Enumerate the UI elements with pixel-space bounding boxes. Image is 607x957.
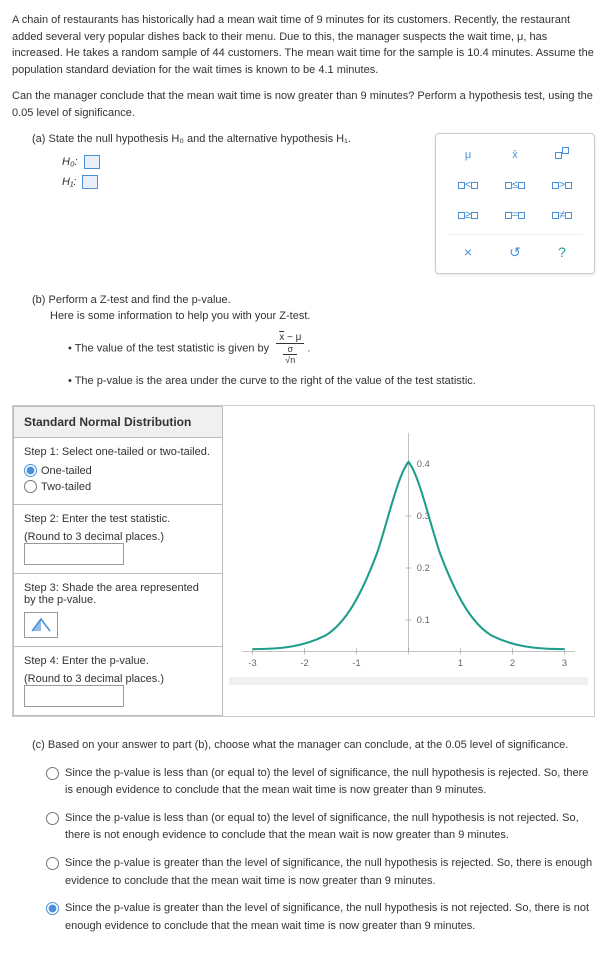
opt2-radio[interactable] (46, 812, 59, 825)
problem-statement: A chain of restaurants has historically … (12, 12, 595, 78)
svg-text:-1: -1 (352, 658, 360, 668)
bullet-2: • The p-value is the area under the curv… (68, 375, 595, 387)
part-b-sub: Here is some information to help you wit… (50, 310, 595, 322)
panel-title: Standard Normal Distribution (14, 407, 222, 438)
bullet-1: • The value of the test statistic is giv… (68, 342, 269, 354)
opt4-radio[interactable] (46, 902, 59, 915)
sym-square-sup[interactable] (542, 144, 582, 166)
pvalue-input[interactable] (24, 685, 124, 707)
undo-button[interactable]: ↺ (495, 241, 535, 263)
svg-text:3: 3 (562, 658, 567, 668)
opt1-text: Since the p-value is less than (or equal… (65, 765, 595, 800)
part-a-prompt: (a) State the null hypothesis H₀ and the… (32, 133, 435, 145)
one-tailed-label: One-tailed (41, 465, 92, 477)
opt1-radio[interactable] (46, 767, 59, 780)
svg-text:0.2: 0.2 (417, 563, 430, 573)
opt2-text: Since the p-value is less than (or equal… (65, 810, 595, 845)
two-tailed-label: Two-tailed (41, 481, 91, 493)
question-text: Can the manager conclude that the mean w… (12, 88, 595, 121)
h0-input[interactable] (84, 155, 100, 169)
shade-icon (30, 617, 52, 633)
part-c-prompt: (c) Based on your answer to part (b), ch… (32, 737, 595, 755)
svg-text:-3: -3 (248, 658, 256, 668)
test-stat-formula: x − μ σ √n (276, 332, 304, 365)
h1-input[interactable] (82, 175, 98, 189)
opt3-text: Since the p-value is greater than the le… (65, 855, 595, 890)
svg-text:0.1: 0.1 (417, 615, 430, 625)
sym-eq[interactable]: = (495, 204, 535, 226)
one-tailed-radio[interactable] (24, 464, 37, 477)
chart-scrollbar[interactable] (229, 677, 588, 685)
normal-dist-chart: 0.10.20.30.4-3-2-1123 (223, 406, 594, 716)
svg-text:2: 2 (510, 658, 515, 668)
svg-text:1: 1 (458, 658, 463, 668)
step2-label: Step 2: Enter the test statistic. (24, 513, 212, 525)
svg-text:-2: -2 (300, 658, 308, 668)
opt4-text: Since the p-value is greater than the le… (65, 900, 595, 935)
sym-mu[interactable]: μ (448, 144, 488, 166)
step-panel: Standard Normal Distribution Step 1: Sel… (13, 406, 223, 716)
sym-lt[interactable]: < (448, 174, 488, 196)
sym-lte[interactable]: ≤ (495, 174, 535, 196)
h0-label: H₀: (62, 156, 78, 168)
sym-gte[interactable]: ≥ (448, 204, 488, 226)
two-tailed-radio[interactable] (24, 480, 37, 493)
shade-button[interactable] (24, 612, 58, 638)
step1-label: Step 1: Select one-tailed or two-tailed. (24, 446, 212, 458)
svg-text:0.4: 0.4 (417, 459, 430, 469)
step3-label: Step 3: Shade the area represented by th… (24, 582, 212, 606)
sym-neq[interactable]: ≠ (542, 204, 582, 226)
sym-gt[interactable]: > (542, 174, 582, 196)
opt3-radio[interactable] (46, 857, 59, 870)
step2-sub: (Round to 3 decimal places.) (24, 531, 212, 543)
part-b-prompt: (b) Perform a Z-test and find the p-valu… (32, 294, 595, 306)
test-statistic-input[interactable] (24, 543, 124, 565)
help-button[interactable]: ? (542, 241, 582, 263)
step4-label: Step 4: Enter the p-value. (24, 655, 212, 667)
sym-xbar[interactable]: x̄ (495, 144, 535, 166)
clear-button[interactable]: × (448, 241, 488, 263)
step4-sub: (Round to 3 decimal places.) (24, 673, 212, 685)
h1-label: H₁: (62, 176, 76, 188)
symbol-palette: μ x̄ < ≤ > ≥ = ≠ × ↺ ? (435, 133, 595, 274)
